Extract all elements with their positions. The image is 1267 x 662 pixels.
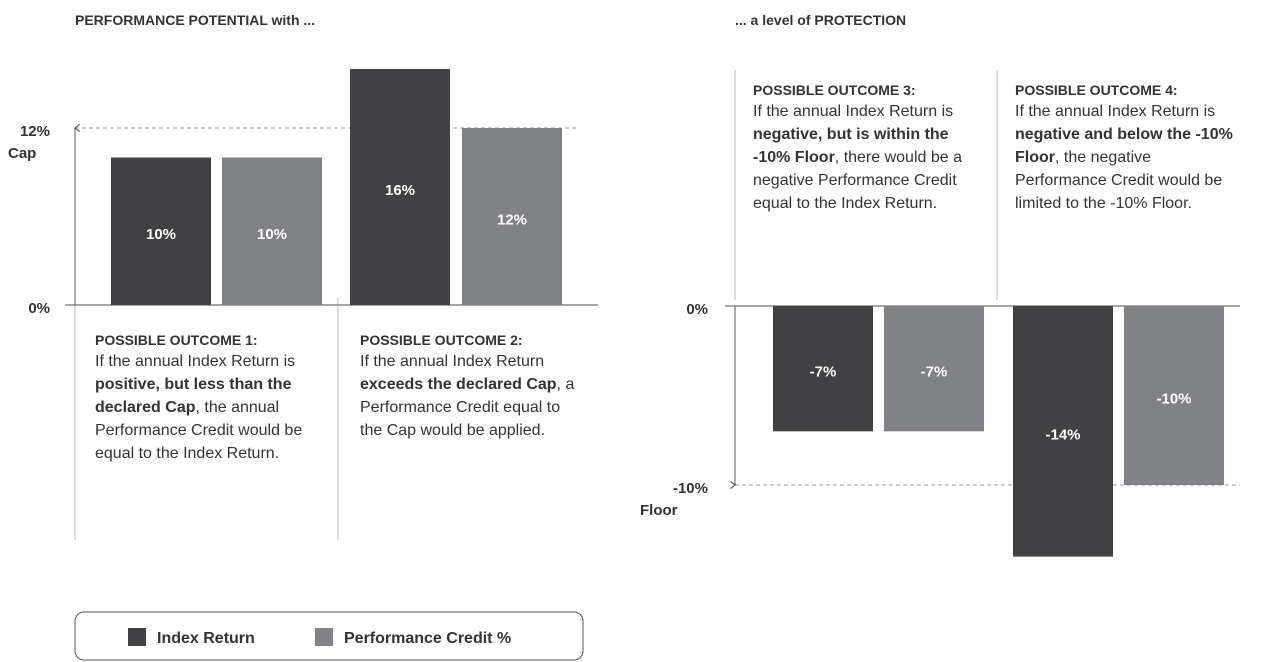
bar xyxy=(1013,306,1113,557)
text-run: positive, but less than the declared Cap xyxy=(95,376,292,416)
legend-swatch xyxy=(128,628,146,646)
value-label: -10% xyxy=(1156,390,1191,407)
legend-label: Performance Credit % xyxy=(344,630,511,647)
outcome-body: If the annual Index Return exceeds the d… xyxy=(360,350,585,442)
text-run: , there would be a negative Performance … xyxy=(753,149,962,212)
outcome-heading: POSSIBLE OUTCOME 1: xyxy=(95,332,258,348)
outcome-heading: POSSIBLE OUTCOME 4: xyxy=(1015,82,1178,98)
outcome-text: POSSIBLE OUTCOME 2: If the annual Index R… xyxy=(360,330,585,442)
text-run: If the annual Index Return xyxy=(360,353,545,370)
value-label: 10% xyxy=(146,226,176,243)
bar xyxy=(222,157,322,305)
outcome-text: POSSIBLE OUTCOME 1: If the annual Index R… xyxy=(95,330,320,465)
outcome-heading: POSSIBLE OUTCOME 3: xyxy=(753,82,916,98)
bar xyxy=(773,306,873,432)
value-label: 16% xyxy=(385,182,415,199)
bar xyxy=(884,306,984,432)
bar xyxy=(111,157,211,305)
value-label: -7% xyxy=(921,364,948,381)
outcome-text: POSSIBLE OUTCOME 3: If the annual Index R… xyxy=(753,80,978,215)
text-run: , the annual Performance Credit would be… xyxy=(95,399,303,462)
y-tick-label: -10% xyxy=(673,480,708,497)
outcome-body: If the annual Index Return is positive, … xyxy=(95,350,320,465)
value-label: -7% xyxy=(810,364,837,381)
y-tick-label: 0% xyxy=(28,300,50,317)
text-run: , a Performance Credit equal to the Cap … xyxy=(360,376,575,439)
text-run: If the annual Index Return is xyxy=(1015,103,1216,120)
text-run: If the annual Index Return is xyxy=(95,353,296,370)
text-run: negative, but is within the -10% Floor xyxy=(753,126,949,166)
chart-title: ... a level of PROTECTION xyxy=(735,12,907,28)
chart-title: PERFORMANCE POTENTIAL with ... xyxy=(75,12,316,28)
annotation: Floor xyxy=(640,502,678,519)
text-run: If the annual Index Return is xyxy=(753,103,954,120)
y-tick-label: 12% xyxy=(20,123,50,140)
outcome-text: POSSIBLE OUTCOME 4: If the annual Index R… xyxy=(1015,80,1240,215)
text-run: negative and below the -10% Floor xyxy=(1015,126,1233,166)
value-label: 10% xyxy=(257,226,287,243)
outcome-body: If the annual Index Return is negative, … xyxy=(753,100,978,215)
bar xyxy=(462,128,562,305)
legend-label: Index Return xyxy=(157,630,255,647)
outcome-body: If the annual Index Return is negative a… xyxy=(1015,100,1240,215)
outcome-heading: POSSIBLE OUTCOME 2: xyxy=(360,332,523,348)
annotation: Cap xyxy=(8,145,36,162)
text-run: , the negative Performance Credit would … xyxy=(1015,149,1223,212)
y-tick-label: 0% xyxy=(686,301,708,318)
value-label: -14% xyxy=(1045,426,1080,443)
bar xyxy=(1124,306,1224,485)
legend-swatch xyxy=(315,628,333,646)
bar xyxy=(350,69,450,305)
legend-box xyxy=(74,611,584,661)
text-run: exceeds the declared Cap xyxy=(360,376,557,393)
value-label: 12% xyxy=(497,211,527,228)
